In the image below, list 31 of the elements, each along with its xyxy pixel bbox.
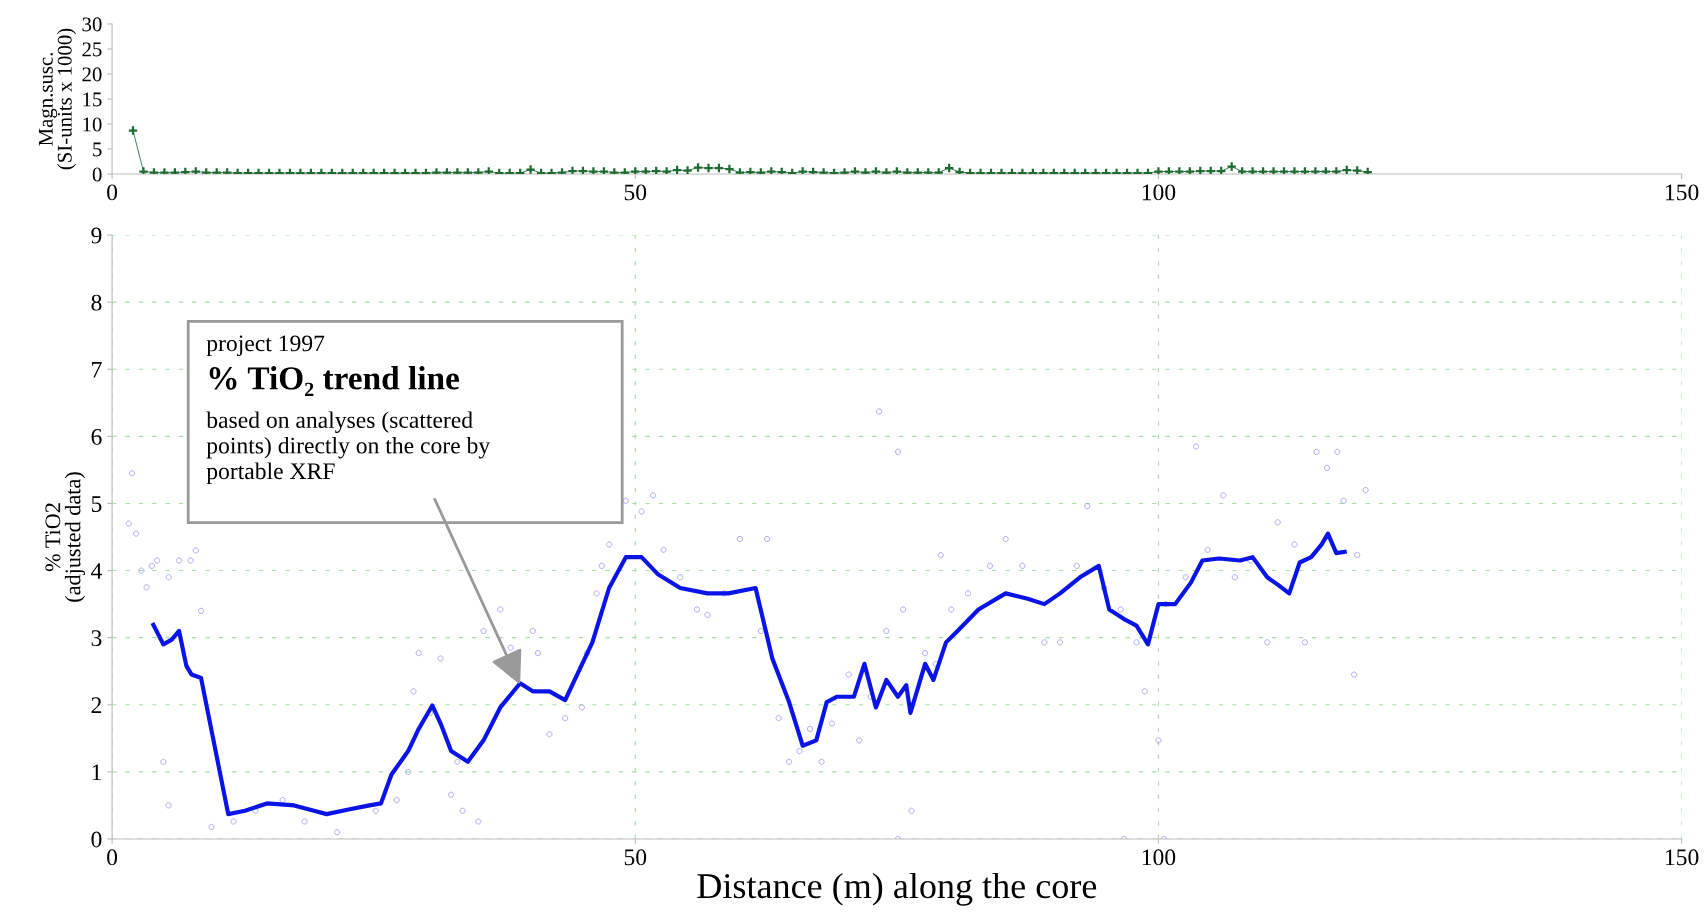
annotation: % TiO₂ trend line [209,366,460,396]
y-tick-label: 8 [91,294,102,311]
y-tick-label: 9 [91,227,102,244]
x-tick-label: 0 [107,849,118,866]
y-tick-label: 4 [91,563,102,579]
y-tick-label: 6 [91,428,102,445]
y-tick-label: 30 [82,17,102,32]
x-tick-label: 150 [1665,184,1699,201]
y-tick-label: 2 [91,697,102,713]
x-axis-title: Distance (m) along the core [697,872,1097,906]
y-tick-label: 15 [83,92,102,107]
annotation: based on analyses (scattered points) directly on the core by portable XRF [206,411,491,484]
y-tick-label: 5 [93,142,102,157]
y-axis-title: Magn.susc. (SI-units x 1000) [38,28,76,170]
y-tick-label: 10 [83,117,102,132]
y-tick-label: 0 [92,167,102,182]
x-tick-label: 50 [624,184,647,201]
y-tick-label: 1 [92,764,101,781]
x-tick-label: 100 [1142,849,1176,866]
y-axis-title: % TiO2 (adjusted data) [45,472,85,602]
y-tick-label: 5 [91,496,102,512]
x-tick-label: 100 [1142,184,1176,201]
annotation: project 1997 [206,335,325,357]
y-tick-label: 0 [91,831,102,848]
y-tick-label: 20 [82,67,102,82]
x-tick-label: 0 [107,184,118,201]
y-tick-label: 25 [82,42,102,57]
x-tick-label: 150 [1665,849,1699,866]
y-tick-label: 7 [92,361,102,378]
x-tick-label: 50 [624,849,647,866]
y-tick-label: 3 [91,630,102,647]
